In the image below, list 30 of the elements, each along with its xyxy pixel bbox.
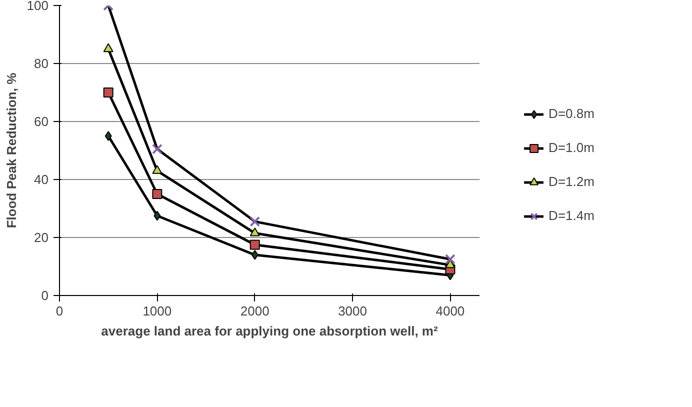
point bbox=[103, 43, 114, 52]
x-tick-label: 1000 bbox=[142, 304, 172, 318]
point bbox=[104, 131, 112, 141]
y-tick-label: 80 bbox=[34, 56, 49, 71]
y-axis-title: Flood Peak Reduction, % bbox=[4, 72, 19, 228]
x-tick-label: 3000 bbox=[338, 304, 367, 318]
point bbox=[250, 216, 260, 227]
x-tick-label: 4000 bbox=[436, 304, 465, 318]
point bbox=[103, 88, 114, 98]
y-tick-label: 100 bbox=[26, 0, 49, 13]
point bbox=[444, 254, 456, 264]
point bbox=[445, 259, 456, 268]
point bbox=[154, 210, 161, 221]
point bbox=[250, 227, 260, 236]
point bbox=[250, 240, 260, 250]
legend-label: D=1.2m bbox=[548, 174, 594, 189]
y-tick-label: 20 bbox=[34, 230, 49, 245]
y-tick-label: 0 bbox=[41, 288, 49, 303]
x-axis-title: average land area for applying one absorption well, m² bbox=[101, 324, 438, 338]
x-tick-label: 2000 bbox=[240, 304, 270, 318]
point bbox=[152, 165, 162, 174]
point bbox=[152, 189, 162, 199]
point bbox=[152, 144, 162, 154]
point bbox=[251, 250, 258, 260]
x-tick-label: 0 bbox=[56, 304, 64, 318]
legend-label: D=1.4m bbox=[548, 208, 594, 223]
y-tick-label: 60 bbox=[34, 114, 49, 129]
legend-label: D=1.0m bbox=[548, 140, 594, 155]
y-tick-label: 40 bbox=[34, 172, 49, 187]
legend-label: D=0.8m bbox=[548, 106, 594, 121]
